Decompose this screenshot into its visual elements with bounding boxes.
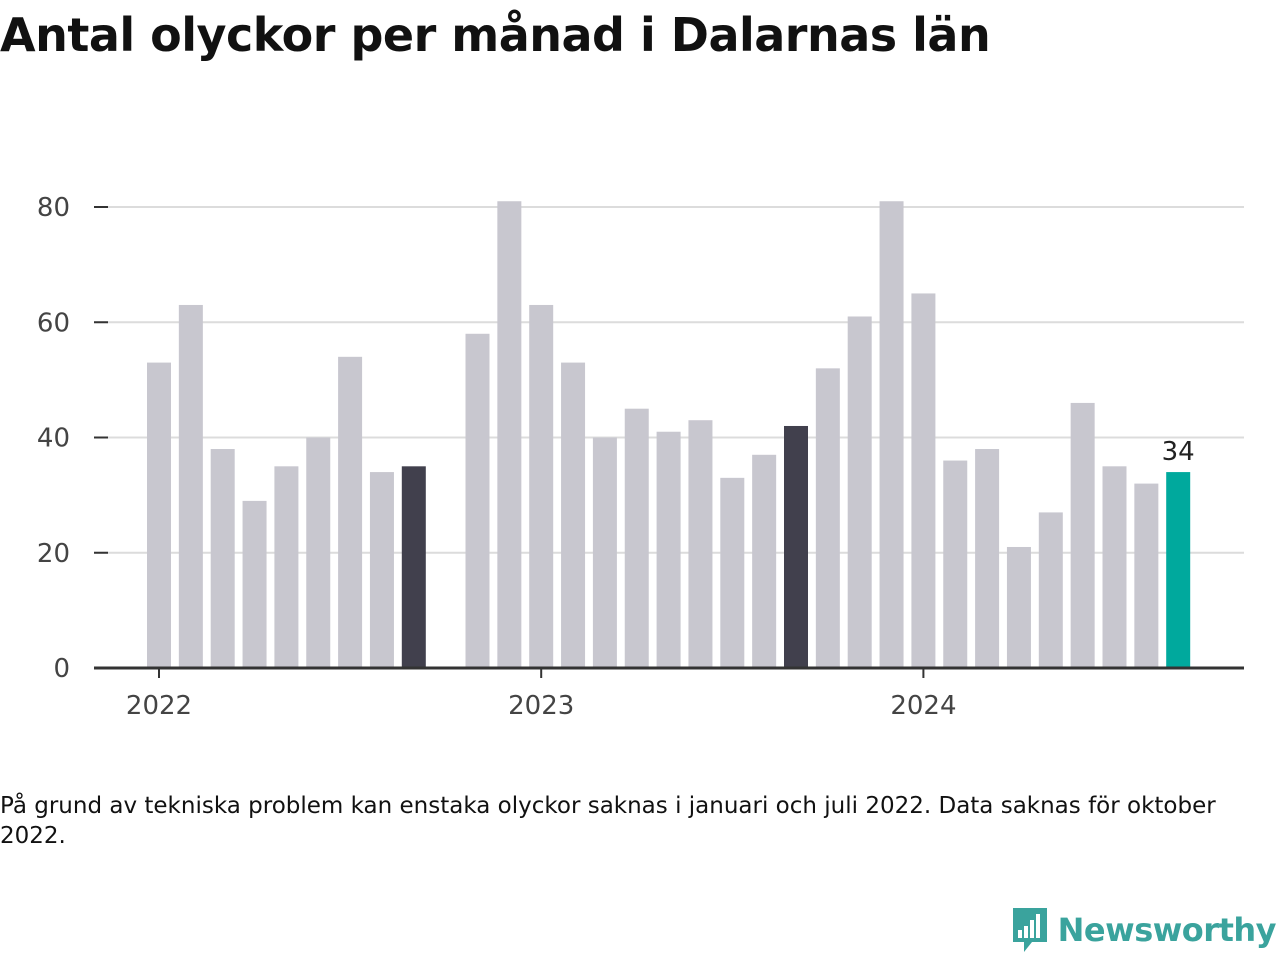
bar-2022-01	[147, 362, 171, 668]
y-tick-label: 40	[37, 424, 70, 454]
bar-2024-08	[1134, 483, 1159, 668]
bar-2023-02	[561, 362, 586, 668]
chart-footnote: På grund av tekniska problem kan enstaka…	[0, 793, 1216, 849]
axes	[94, 206, 1244, 678]
bar-2024-04	[1006, 546, 1031, 668]
bar-2023-06	[688, 420, 713, 668]
bar-2024-01	[911, 293, 936, 668]
bar-2022-07	[338, 356, 363, 668]
bar-2024-05	[1038, 512, 1063, 668]
y-tick-label: 80	[37, 193, 70, 223]
bar-2022-04	[242, 500, 267, 668]
bar-chart: 0 20 40 60 80 2022 2023 2024 34	[37, 193, 1244, 721]
bar-2023-10	[815, 368, 840, 668]
bar-2023-11	[847, 316, 872, 668]
bar-2022-11	[465, 333, 490, 668]
data-label: 34	[1162, 437, 1195, 467]
bar-2022-12	[497, 201, 522, 669]
y-tick-label: 0	[53, 654, 70, 684]
bar-2022-02	[178, 304, 203, 668]
bar-2022-05	[274, 466, 299, 668]
chart-labels: 0 20 40 60 80 2022 2023 2024 34	[37, 193, 1195, 721]
bar-2023-12	[879, 201, 904, 669]
bar-2024-06	[1070, 402, 1095, 668]
bar-2023-04	[624, 408, 649, 668]
bar-2023-08	[752, 454, 777, 668]
x-tick-label: 2023	[508, 691, 574, 721]
bar-2023-07	[720, 477, 745, 668]
brand-name: Newsworthy	[1057, 911, 1277, 949]
bar-2023-01	[529, 304, 554, 668]
bar-2023-09	[784, 425, 808, 668]
bar-2023-05	[656, 431, 681, 668]
bar-2024-09	[1166, 472, 1191, 668]
bar-2024-03	[975, 449, 1000, 668]
bar-2024-07	[1102, 466, 1127, 668]
y-tick-label: 60	[37, 308, 70, 338]
newsworthy-chart-bubble-icon	[1012, 908, 1047, 952]
bars	[147, 201, 1191, 669]
x-tick-label: 2022	[126, 691, 192, 721]
bar-2022-09	[401, 466, 426, 668]
chart-title: Antal olyckor per månad i Dalarnas län	[0, 8, 991, 62]
x-tick-label: 2024	[890, 691, 956, 721]
brand-logo: Newsworthy	[1010, 904, 1277, 956]
bar-2022-08	[369, 472, 394, 668]
bar-2022-06	[306, 437, 331, 668]
bar-2024-02	[943, 460, 968, 668]
y-tick-label: 20	[37, 539, 70, 569]
bar-2022-03	[210, 449, 235, 668]
bar-2023-03	[592, 437, 617, 668]
